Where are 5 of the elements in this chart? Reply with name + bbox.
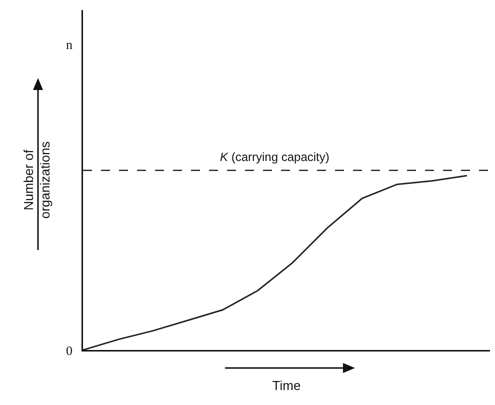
ref-line-label: K (carrying capacity): [220, 150, 330, 164]
text: n: [66, 37, 73, 52]
text: 0: [66, 343, 72, 358]
x-axis-title: Time: [272, 378, 301, 393]
y-axis-title: Number of organizations: [20, 140, 53, 219]
